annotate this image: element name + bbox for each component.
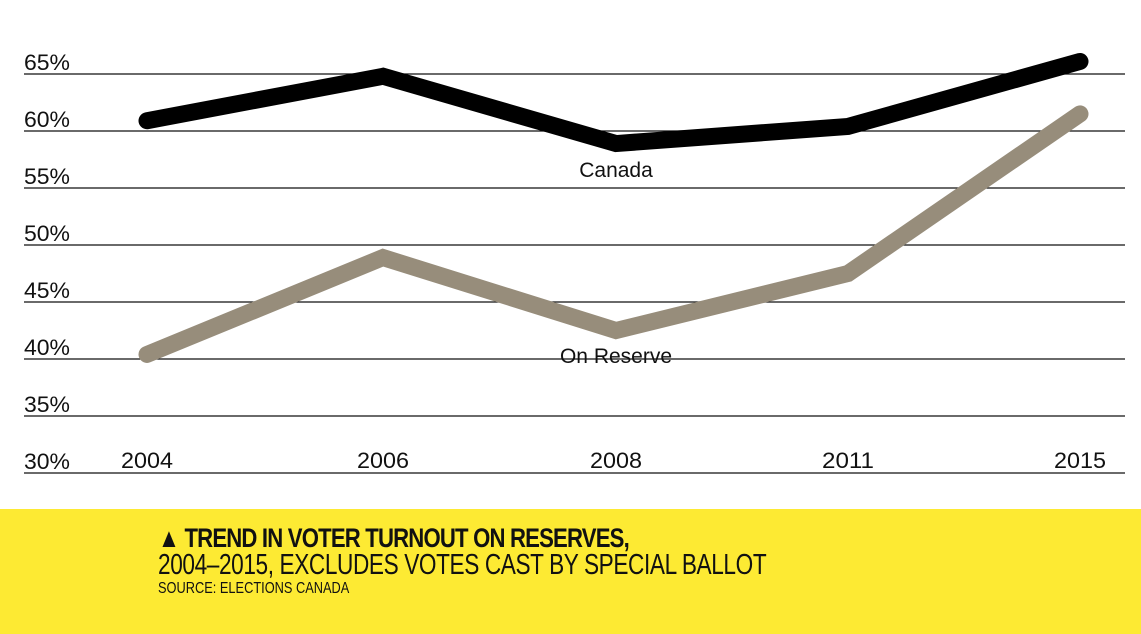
series-label-canada: Canada: [579, 159, 653, 182]
y-tick-label: 35%: [24, 392, 70, 417]
line-chart: 30% 35% 40% 45% 50% 55% 60% 65% 2004 2006 2008 201…: [24, 50, 1125, 474]
caption-source: SOURCE: ELECTIONS CANADA: [158, 580, 350, 597]
series-lines: [138, 52, 1089, 363]
series-line-on-reserve: [138, 105, 1089, 363]
triangle-up-icon: ▲: [158, 523, 180, 553]
y-tick-label: 30%: [24, 449, 70, 474]
caption-subtitle: 2004–2015, EXCLUDES VOTES CAST BY SPECIA…: [158, 549, 767, 581]
series-label-on-reserve: On Reserve: [560, 345, 672, 368]
x-tick-label: 2015: [1054, 448, 1106, 473]
x-axis-ticks: 2004 2006 2008 2011 2015: [121, 448, 1106, 473]
caption-title-text: TREND IN VOTER TURNOUT ON RESERVES,: [184, 523, 629, 553]
y-tick-label: 55%: [24, 164, 70, 189]
y-tick-label: 45%: [24, 278, 70, 303]
caption-panel: ▲ TREND IN VOTER TURNOUT ON RESERVES, 20…: [0, 509, 1141, 634]
y-axis-ticks: 30% 35% 40% 45% 50% 55% 60% 65%: [24, 50, 70, 474]
y-tick-label: 60%: [24, 107, 70, 132]
series-labels: Canada On Reserve: [560, 159, 672, 368]
caption-title: ▲ TREND IN VOTER TURNOUT ON RESERVES,: [158, 523, 630, 554]
x-tick-label: 2011: [822, 448, 874, 473]
series-line-canada: [138, 52, 1089, 153]
y-tick-label: 40%: [24, 335, 70, 360]
x-tick-label: 2004: [121, 448, 173, 473]
x-tick-label: 2006: [357, 448, 409, 473]
y-tick-label: 65%: [24, 50, 70, 75]
gridlines: [24, 73, 1125, 474]
x-tick-label: 2008: [590, 448, 642, 473]
y-tick-label: 50%: [24, 221, 70, 246]
